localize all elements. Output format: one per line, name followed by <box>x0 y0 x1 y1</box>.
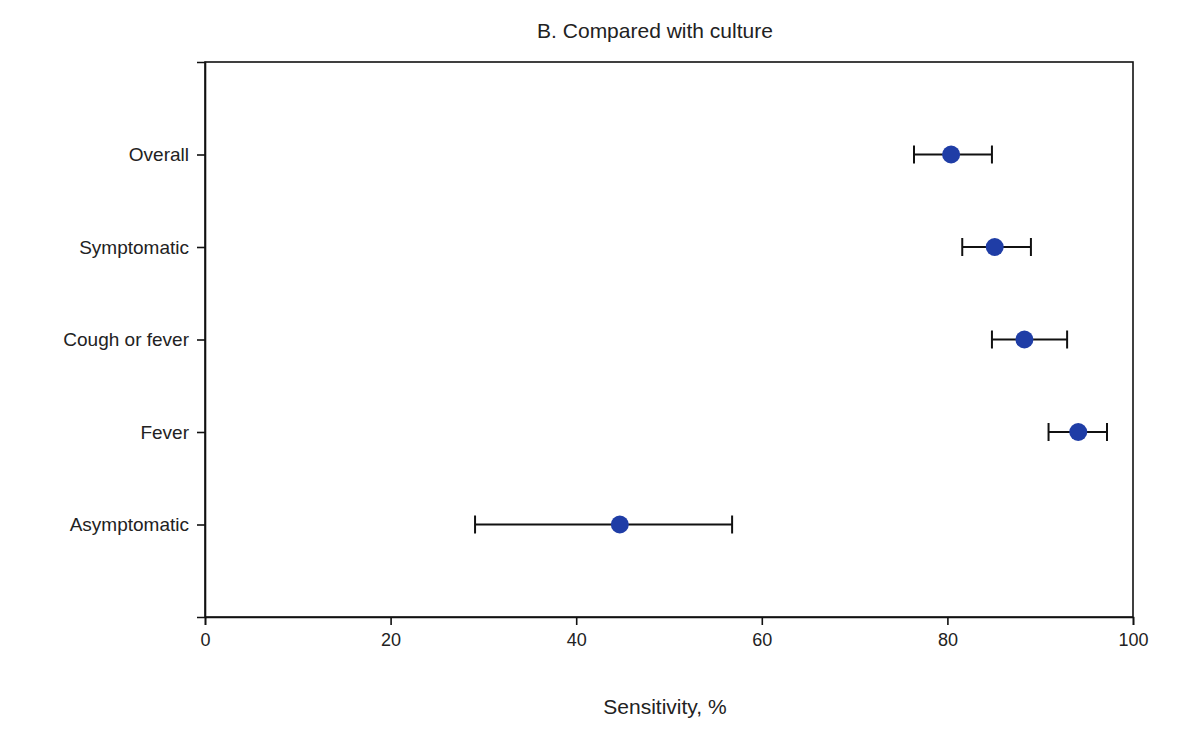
x-tick: 100 <box>1118 617 1148 650</box>
error-bar <box>475 516 732 534</box>
error-bar-line <box>475 524 732 526</box>
x-tick-mark <box>761 617 763 625</box>
error-bar <box>992 331 1067 349</box>
point <box>986 238 1004 256</box>
x-tick: 0 <box>200 617 210 650</box>
y-tick-mark <box>197 432 205 434</box>
x-axis-title: Sensitivity, % <box>603 695 726 718</box>
y-tick: Asymptomatic <box>70 514 205 535</box>
x-tick-label: 100 <box>1118 630 1148 650</box>
y-tick: Symptomatic <box>79 237 205 258</box>
error-bar-cap-low <box>913 146 915 164</box>
x-tick-mark <box>1133 617 1135 625</box>
x-tick-label: 40 <box>567 630 587 650</box>
y-tick-mark <box>197 339 205 341</box>
y-tick: Cough or fever <box>63 329 205 350</box>
x-tick-label: 0 <box>200 630 210 650</box>
point <box>1069 423 1087 441</box>
x-tick-mark <box>576 617 578 625</box>
y-tick-mark <box>197 524 205 526</box>
x-tick: 60 <box>752 617 772 650</box>
x-axis: 0 20 40 60 80 100 <box>200 617 1148 650</box>
y-tick-mark <box>197 154 205 156</box>
error-bar-cap-high <box>731 516 733 534</box>
error-bar <box>1049 423 1107 441</box>
y-tick-mark <box>197 247 205 249</box>
error-bar <box>914 146 992 164</box>
y-tick-label: Symptomatic <box>79 237 189 258</box>
x-tick-label: 20 <box>381 630 401 650</box>
error-bar-cap-low <box>474 516 476 534</box>
y-tick-label: Fever <box>140 422 189 443</box>
title: B. Compared with culture <box>537 19 773 42</box>
marks <box>475 146 1107 534</box>
x-tick-mark <box>390 617 392 625</box>
error-bar <box>962 238 1031 256</box>
y-tick: Fever <box>140 422 205 443</box>
x-tick: 20 <box>381 617 401 650</box>
x-tick-label: 60 <box>752 630 772 650</box>
error-bar-cap-high <box>1066 331 1068 349</box>
y-axis-line <box>197 63 206 618</box>
error-bar-cap-high <box>1030 238 1032 256</box>
error-bar-cap-low <box>991 331 993 349</box>
y-tick: Overall <box>129 144 205 165</box>
error-bar-cap-low <box>961 238 963 256</box>
chart: 0 20 40 60 80 100 Overall Symptomatic Cough or f… <box>0 0 1200 743</box>
error-bar-cap-low <box>1048 423 1050 441</box>
y-tick-label: Overall <box>129 144 189 165</box>
x-tick: 40 <box>567 617 587 650</box>
point <box>611 516 629 534</box>
plot-frame <box>205 62 1133 617</box>
point <box>942 146 960 164</box>
point <box>1015 331 1033 349</box>
error-bar-cap-high <box>1106 423 1108 441</box>
error-bar-cap-high <box>991 146 993 164</box>
y-axis: Overall Symptomatic Cough or fever Fever Asy… <box>63 63 205 618</box>
x-tick: 80 <box>938 617 958 650</box>
x-tick-mark <box>947 617 949 625</box>
y-tick-label: Cough or fever <box>63 329 189 350</box>
x-tick-label: 80 <box>938 630 958 650</box>
x-axis-line <box>206 618 1134 626</box>
y-tick-label: Asymptomatic <box>70 514 189 535</box>
